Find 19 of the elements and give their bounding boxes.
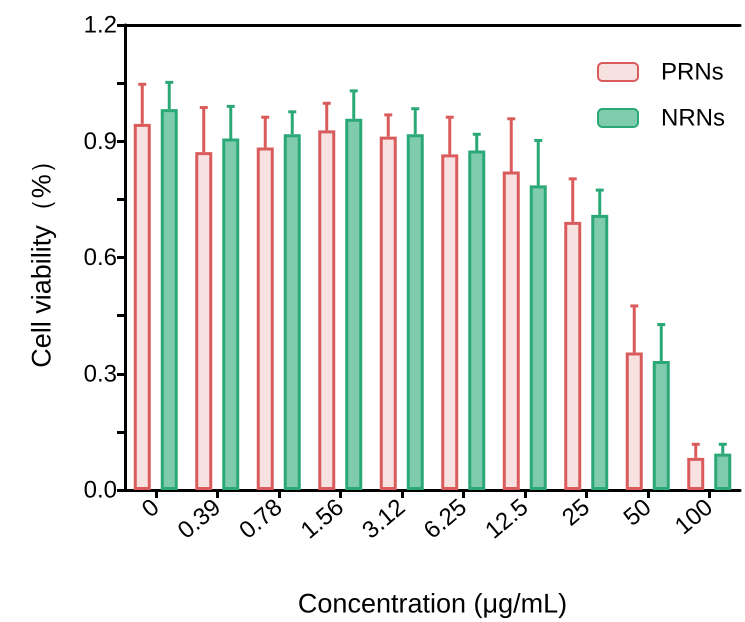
x-tick-label: 100 <box>670 494 718 540</box>
x-axis-title: Concentration (μg/mL) <box>298 588 568 618</box>
x-tick-label: 1.56 <box>296 494 349 544</box>
y-tick-label: 1.2 <box>84 12 117 38</box>
legend-label: NRNs <box>661 104 726 132</box>
y-tick-label: 0.3 <box>84 360 117 388</box>
x-tick-label: 0 <box>136 494 164 523</box>
x-tick-label: 0.78 <box>234 494 288 544</box>
x-tick-label: 50 <box>618 494 656 532</box>
y-tick-label: 0.0 <box>84 476 117 504</box>
y-axis-title: Cell viability（%） <box>26 147 56 368</box>
x-tick-label: 25 <box>557 494 595 532</box>
x-tick-label: 0.39 <box>172 494 226 544</box>
y-tick-label: 0.6 <box>84 244 117 271</box>
x-tick-label: 12.5 <box>480 494 534 544</box>
y-tick-label: 0.9 <box>84 128 117 155</box>
x-tick-label: 6.25 <box>418 494 472 544</box>
legend-label: PRNs <box>661 58 724 86</box>
x-tick-label: 3.12 <box>357 494 410 544</box>
